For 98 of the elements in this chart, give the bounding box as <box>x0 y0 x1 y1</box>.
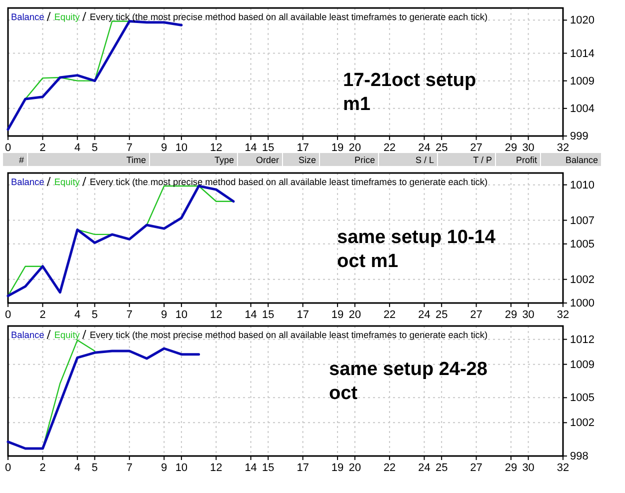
y-tick-label: 1005 <box>570 392 594 404</box>
x-tick-label: 22 <box>383 142 396 154</box>
series-label: Equity <box>54 330 80 340</box>
x-tick-label: 12 <box>210 142 222 154</box>
x-tick-label: 30 <box>522 462 534 474</box>
x-tick-label: 5 <box>92 142 98 154</box>
x-tick-label: 27 <box>470 462 482 474</box>
x-tick-label: 25 <box>435 462 448 474</box>
text: Time <box>126 155 146 165</box>
x-tick-label: 22 <box>383 308 396 321</box>
y-tick-label: 1002 <box>570 274 594 286</box>
x-tick-label: 5 <box>92 308 98 321</box>
x-tick-label: 20 <box>348 308 361 321</box>
x-tick-label: 27 <box>470 308 482 321</box>
text: # <box>18 155 24 165</box>
x-tick-label: 10 <box>175 142 188 154</box>
x-tick-label: 24 <box>418 462 430 474</box>
y-tick-label: 1002 <box>570 417 594 430</box>
x-tick-label: 17 <box>296 462 309 474</box>
x-tick-label: 25 <box>435 308 448 321</box>
x-tick-label: 9 <box>161 142 168 154</box>
x-tick-label: 0 <box>4 462 12 474</box>
text: Size <box>298 155 316 165</box>
x-tick-label: 32 <box>556 308 570 321</box>
x-tick-label: 22 <box>383 462 396 474</box>
text: Type <box>214 155 234 165</box>
x-tick-label: 2 <box>40 308 46 321</box>
annotation: same setup 24-28 oct <box>329 359 488 404</box>
chart-title: Every tick (the most precise method based on all available least timeframes to generate each tick) <box>90 330 488 340</box>
text: T / P <box>473 155 492 165</box>
text: Equity <box>54 177 80 187</box>
y-tick-label: 1000 <box>570 298 594 310</box>
y-tick-label: 1020 <box>570 14 594 27</box>
x-tick-label: 10 <box>175 308 188 321</box>
x-tick-label: 25 <box>435 142 448 154</box>
x-tick-label: 19 <box>331 308 344 321</box>
x-tick-label: 17 <box>296 308 309 321</box>
text: Balance <box>11 330 44 340</box>
text: Balance <box>565 155 598 165</box>
x-tick-label: 7 <box>126 142 132 154</box>
x-tick-label: 9 <box>161 308 168 321</box>
x-tick-label: 9 <box>161 462 168 474</box>
x-tick-label: 2 <box>40 462 46 474</box>
y-tick-label: 1009 <box>570 75 594 88</box>
text: Equity <box>54 12 80 22</box>
x-tick-label: 24 <box>418 142 430 154</box>
x-tick-label: 24 <box>418 308 430 321</box>
text: Profit <box>516 155 538 165</box>
x-tick-label: 32 <box>556 142 570 154</box>
x-tick-label: 27 <box>470 142 482 154</box>
y-tick-label: 1007 <box>570 214 594 227</box>
x-tick-label: 32 <box>556 462 570 474</box>
x-tick-label: 15 <box>262 462 274 474</box>
annotation: same setup 10-14 oct m1 <box>337 227 496 272</box>
x-tick-label: 14 <box>244 462 257 474</box>
x-tick-label: 10 <box>175 462 188 474</box>
y-tick-label: 1005 <box>570 238 594 250</box>
x-tick-label: 29 <box>504 142 518 154</box>
text: Price <box>354 155 375 165</box>
line-series <box>6 347 200 450</box>
x-tick-label: 0 <box>4 308 12 321</box>
chart-title: Every tick (the most precise method based on all available least timeframes to generate each tick) <box>90 12 488 22</box>
text: Order <box>256 155 279 165</box>
x-tick-label: 29 <box>504 308 518 321</box>
x-tick-label: 19 <box>331 462 344 474</box>
x-tick-label: 2 <box>40 142 46 154</box>
x-tick-label: 20 <box>348 462 361 474</box>
x-tick-label: 19 <box>331 142 344 154</box>
x-tick-label: 15 <box>262 308 274 321</box>
x-tick-label: 7 <box>126 308 132 321</box>
x-tick-label: 4 <box>74 308 80 321</box>
annotation: 17-21oct setup m1 <box>343 70 476 115</box>
x-tick-label: 4 <box>74 462 80 474</box>
x-tick-label: 15 <box>262 142 274 154</box>
x-tick-label: 30 <box>522 308 534 321</box>
text: S / L <box>415 155 434 165</box>
text: Balance <box>11 177 44 187</box>
x-tick-label: 14 <box>244 308 257 321</box>
x-tick-label: 29 <box>504 462 518 474</box>
chart-title: Every tick (the most precise method based on all available least timeframes to generate each tick) <box>90 177 488 187</box>
y-tick-label: 1012 <box>570 334 594 346</box>
x-tick-label: 12 <box>210 308 222 321</box>
x-tick-label: 20 <box>348 142 361 154</box>
y-tick-label: 1010 <box>570 179 594 192</box>
y-tick-label: 999 <box>570 130 588 143</box>
x-tick-label: 0 <box>4 142 12 154</box>
text: Balance <box>11 12 44 22</box>
y-tick-label: 1004 <box>570 102 594 115</box>
x-tick-label: 14 <box>244 142 257 154</box>
x-tick-label: 5 <box>92 462 98 474</box>
y-tick-label: 998 <box>570 450 588 463</box>
x-tick-label: 7 <box>126 462 132 474</box>
y-tick-label: 1014 <box>570 48 594 60</box>
x-tick-label: 12 <box>210 462 222 474</box>
x-tick-label: 17 <box>296 142 309 154</box>
x-tick-label: 30 <box>522 142 534 154</box>
x-tick-label: 4 <box>74 142 80 154</box>
y-tick-label: 1009 <box>570 358 594 371</box>
